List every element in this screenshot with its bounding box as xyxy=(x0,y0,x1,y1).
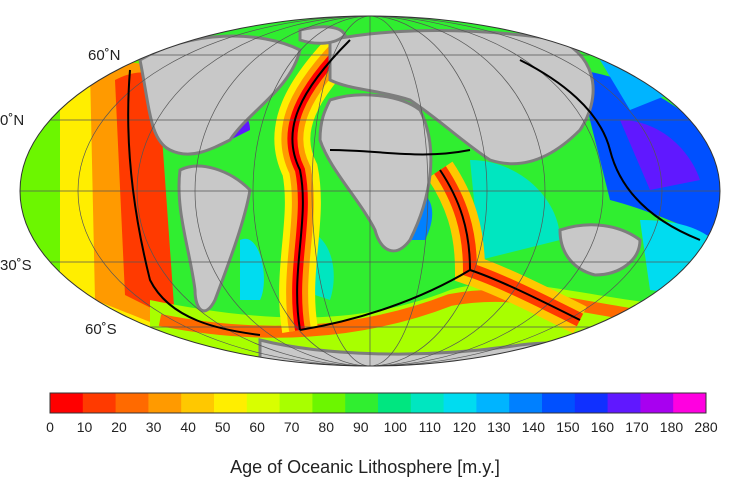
colorbar-swatch xyxy=(673,393,707,413)
colorbar-frame xyxy=(49,392,707,414)
colorbar-swatch xyxy=(345,393,379,413)
colorbar-swatch xyxy=(378,393,412,413)
colorbar-swatch xyxy=(443,393,477,413)
colorbar-tick-label: 140 xyxy=(522,419,546,435)
africa xyxy=(318,93,433,253)
ridge-band-southern xyxy=(158,289,720,338)
lat-label-60n: 60˚N xyxy=(88,47,121,64)
colorbar-swatch xyxy=(476,393,510,413)
colorbar-swatch xyxy=(181,393,215,413)
colorbar-tick-label: 120 xyxy=(453,419,477,435)
colorbar-tick-label: 280 xyxy=(694,419,718,435)
colorbar-tick-label: 60 xyxy=(249,419,265,435)
colorbar-swatch xyxy=(312,393,346,413)
australia xyxy=(558,223,642,277)
colorbar-swatch xyxy=(214,393,248,413)
map-outline xyxy=(19,15,721,367)
colorbar-tick-label: 170 xyxy=(625,419,649,435)
colorbar-tick-label: 0 xyxy=(46,419,54,435)
ocean-band-pacific-west xyxy=(620,120,700,190)
ocean-band-indian xyxy=(470,160,560,260)
colorbar-swatch xyxy=(640,393,674,413)
colorbar-tick-label: 160 xyxy=(591,419,615,435)
north-america xyxy=(138,34,302,156)
colorbar-tick-label: 20 xyxy=(111,419,127,435)
ocean-band-pacific-west xyxy=(600,60,680,110)
colorbar-ticks: 0 10 20 30 40 50 60 70 80 90 100 110 120 130 140 150 160… xyxy=(46,419,718,435)
colorbar-tick-label: 40 xyxy=(180,419,196,435)
colorbar-tick-label: 30 xyxy=(146,419,162,435)
colorbar-swatch xyxy=(542,393,576,413)
colorbar-tick-label: 80 xyxy=(318,419,334,435)
colorbar-tick-label: 10 xyxy=(77,419,93,435)
colorbar-tick-label: 150 xyxy=(556,419,580,435)
plate-boundaries xyxy=(127,39,701,336)
colorbar-tick-label: 180 xyxy=(660,419,684,435)
colorbar-title: Age of Oceanic Lithosphere [m.y.] xyxy=(230,457,500,477)
ocean-band-atlantic xyxy=(240,238,264,300)
colorbar-tick-label: 50 xyxy=(215,419,231,435)
colorbar-swatch xyxy=(279,393,313,413)
colorbar-tick-label: 130 xyxy=(487,419,511,435)
colorbar-tick-label: 90 xyxy=(353,419,369,435)
colorbar-swatch xyxy=(148,393,182,413)
lat-label-30s: 30˚S xyxy=(0,257,32,274)
south-america xyxy=(177,164,252,313)
colorbar-swatch xyxy=(574,393,609,413)
colorbar-tick-label: 100 xyxy=(384,419,408,435)
colorbar-tick-label: 110 xyxy=(419,419,442,435)
lat-label-30n: 0˚N xyxy=(0,112,24,129)
colorbar-swatches xyxy=(50,393,707,413)
lat-label-60s: 60˚S xyxy=(85,321,117,338)
colorbar-swatch xyxy=(607,393,641,413)
colorbar: 0 10 20 30 40 50 60 70 80 90 100 110 120 130 140 150 160… xyxy=(46,392,718,435)
colorbar-swatch xyxy=(509,393,543,413)
colorbar-swatch xyxy=(82,393,117,413)
colorbar-swatch xyxy=(410,393,445,413)
colorbar-swatch xyxy=(115,393,149,413)
greenland xyxy=(298,25,347,45)
map-body xyxy=(20,16,720,366)
world-map: 60˚N 0˚N 30˚S 60˚S xyxy=(0,15,721,367)
colorbar-tick-label: 70 xyxy=(284,419,300,435)
colorbar-swatch xyxy=(50,393,84,413)
colorbar-swatch xyxy=(246,393,281,413)
